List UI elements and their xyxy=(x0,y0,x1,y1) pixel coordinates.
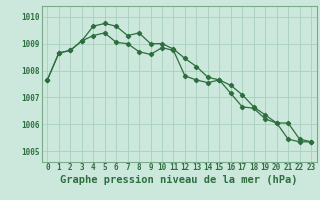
X-axis label: Graphe pression niveau de la mer (hPa): Graphe pression niveau de la mer (hPa) xyxy=(60,175,298,185)
